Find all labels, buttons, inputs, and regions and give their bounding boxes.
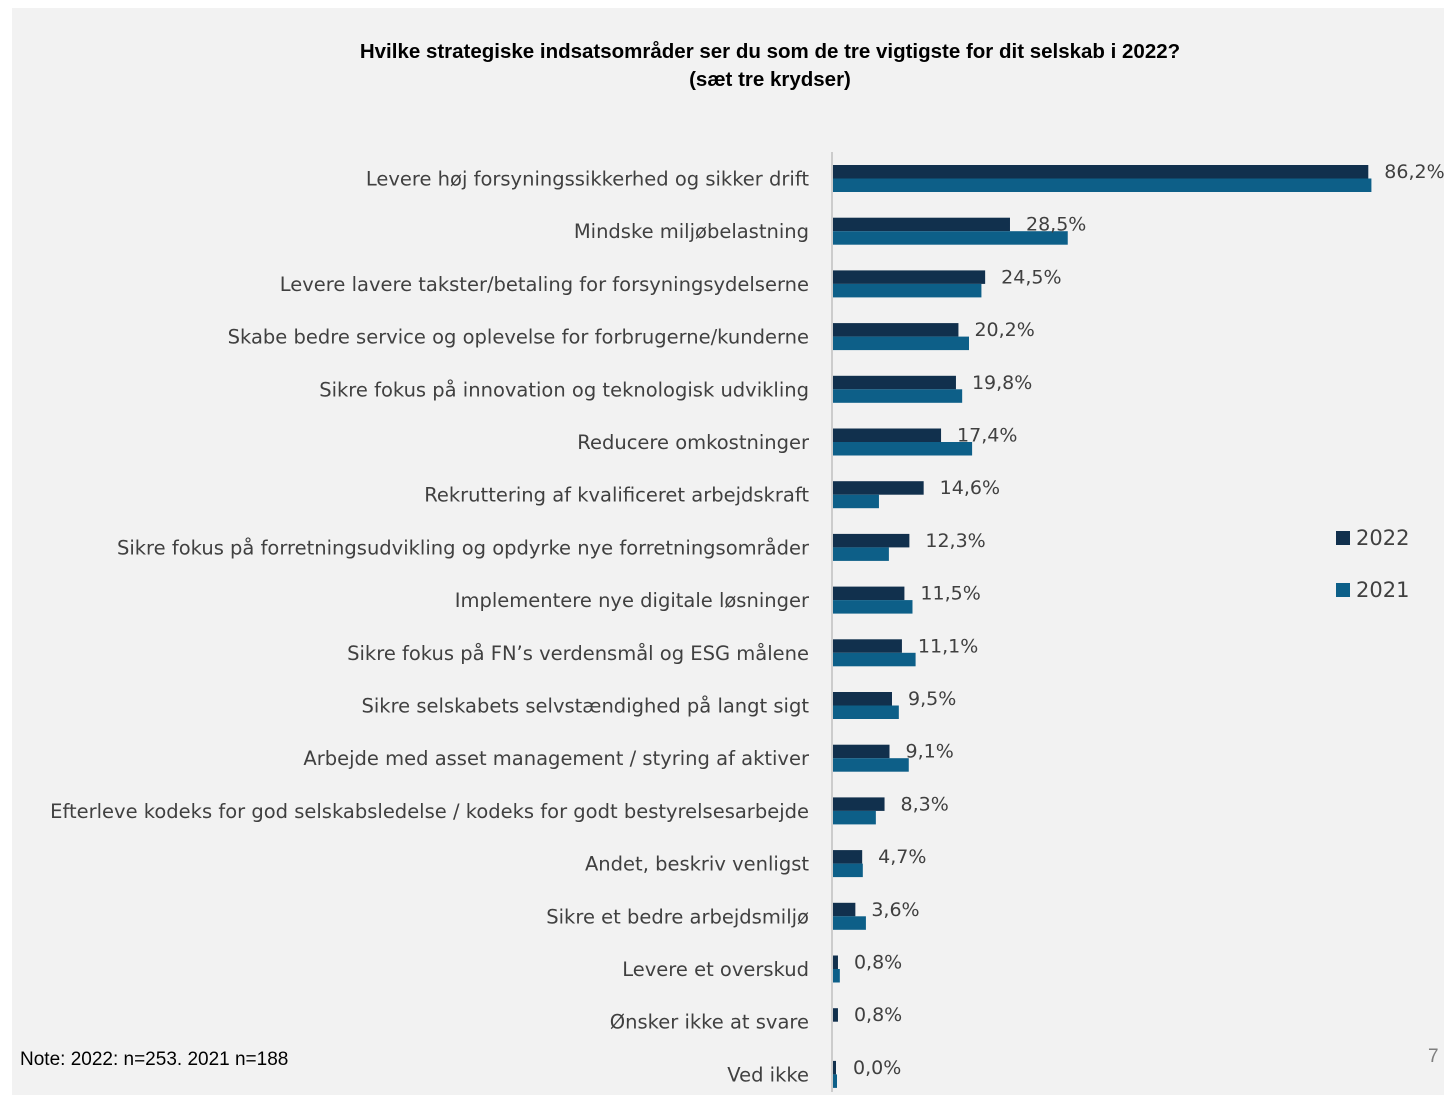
bar-2021 bbox=[833, 494, 879, 509]
data-label: 0,0% bbox=[853, 1057, 901, 1079]
chart-title: Hvilke strategiske indsatsområder ser du… bbox=[0, 38, 1444, 94]
bar-2021 bbox=[833, 863, 863, 878]
bar-2021 bbox=[833, 336, 969, 351]
bar-2022 bbox=[833, 850, 863, 864]
data-label: 8,3% bbox=[901, 793, 949, 815]
data-label: 9,1% bbox=[906, 741, 954, 763]
category-label: Implementere nye digitale løsninger bbox=[455, 589, 810, 612]
bar-2022 bbox=[833, 217, 1010, 232]
bar-2021 bbox=[833, 705, 899, 719]
bar-2021 bbox=[833, 600, 913, 614]
data-label: 9,5% bbox=[908, 688, 956, 710]
bar-2021 bbox=[833, 652, 916, 667]
chart-title-line-1: Hvilke strategiske indsatsområder ser du… bbox=[359, 40, 1181, 63]
category-label: Efterleve kodeks for god selskabsledelse… bbox=[50, 800, 809, 823]
category-label: Sikre fokus på FN’s verdensmål og ESG må… bbox=[347, 642, 809, 665]
data-label: 86,2% bbox=[1384, 161, 1444, 183]
category-label: Sikre fokus på forretningsudvikling og o… bbox=[117, 536, 810, 559]
bar-2022 bbox=[833, 692, 892, 706]
bar-2021 bbox=[833, 547, 889, 561]
category-label: Arbejde med asset management / styring a… bbox=[303, 747, 810, 770]
category-label: Levere høj forsyningssikkerhed og sikker… bbox=[366, 168, 810, 191]
data-label: 17,4% bbox=[957, 425, 1017, 447]
bar-2021 bbox=[833, 969, 840, 983]
bar-2022 bbox=[833, 797, 885, 811]
category-label: Skabe bedre service og oplevelse for for… bbox=[228, 326, 809, 349]
bar-2021 bbox=[833, 283, 982, 298]
legend-label-2021: 2021 bbox=[1356, 578, 1409, 602]
category-label: Reducere omkostninger bbox=[577, 431, 810, 454]
bar-2021 bbox=[833, 178, 1372, 192]
bar-2022 bbox=[833, 1060, 836, 1075]
category-label: Sikre selskabets selvstændighed på langt… bbox=[362, 695, 810, 718]
bar-2021 bbox=[833, 231, 1068, 245]
bar-2021 bbox=[833, 1074, 837, 1088]
category-label: Rekruttering af kvalificeret arbejdskraf… bbox=[424, 484, 809, 507]
category-label: Sikre et bedre arbejdsmiljø bbox=[546, 905, 809, 928]
bar-2021 bbox=[833, 389, 963, 403]
chart-title-line-2: (sæt tre krydser) bbox=[689, 68, 851, 91]
category-label: Ønsker ikke at svare bbox=[610, 1011, 809, 1034]
bar-2022 bbox=[833, 481, 924, 495]
bar-2021 bbox=[833, 758, 909, 772]
bar-2022 bbox=[833, 270, 986, 284]
data-label: 19,8% bbox=[972, 372, 1032, 394]
data-label: 14,6% bbox=[940, 477, 1000, 499]
data-label: 0,8% bbox=[854, 1004, 902, 1026]
bar-2022 bbox=[833, 639, 902, 653]
bar-2022 bbox=[833, 165, 1369, 179]
category-label: Levere lavere takster/betaling for forsy… bbox=[280, 273, 809, 296]
data-label: 12,3% bbox=[925, 530, 985, 552]
data-label: 11,1% bbox=[918, 635, 978, 657]
sample-size-note: Note: 2022: n=253. 2021 n=188 bbox=[20, 1049, 289, 1070]
bar-2022 bbox=[833, 533, 910, 548]
bar-2022 bbox=[833, 1008, 838, 1022]
bar-2022 bbox=[833, 586, 905, 601]
bar-2022 bbox=[833, 744, 890, 759]
bar-2022 bbox=[833, 902, 856, 917]
legend-label-2022: 2022 bbox=[1356, 526, 1409, 550]
legend-swatch-2021 bbox=[1336, 583, 1350, 597]
data-label: 3,6% bbox=[871, 899, 919, 921]
bar-2022 bbox=[833, 375, 956, 390]
bar-2021 bbox=[833, 810, 876, 825]
category-label: Levere et overskud bbox=[622, 958, 809, 981]
category-label: Mindske miljøbelastning bbox=[574, 220, 809, 243]
bar-2022 bbox=[833, 428, 942, 442]
bar-2021 bbox=[833, 916, 866, 930]
bar-2021 bbox=[833, 442, 973, 456]
bar-2022 bbox=[833, 323, 959, 337]
legend-swatch-2022 bbox=[1336, 531, 1350, 545]
category-label: Andet, beskriv venligst bbox=[585, 853, 809, 876]
data-label: 0,8% bbox=[854, 952, 902, 974]
data-label: 4,7% bbox=[878, 846, 926, 868]
data-label: 20,2% bbox=[974, 319, 1034, 341]
category-label: Sikre fokus på innovation og teknologisk… bbox=[319, 378, 809, 401]
data-label: 11,5% bbox=[920, 583, 980, 605]
page-number: 7 bbox=[1428, 1046, 1439, 1067]
data-label: 24,5% bbox=[1001, 266, 1061, 288]
category-label: Ved ikke bbox=[727, 1063, 809, 1086]
bar-2022 bbox=[833, 955, 838, 969]
data-label: 28,5% bbox=[1026, 214, 1086, 236]
